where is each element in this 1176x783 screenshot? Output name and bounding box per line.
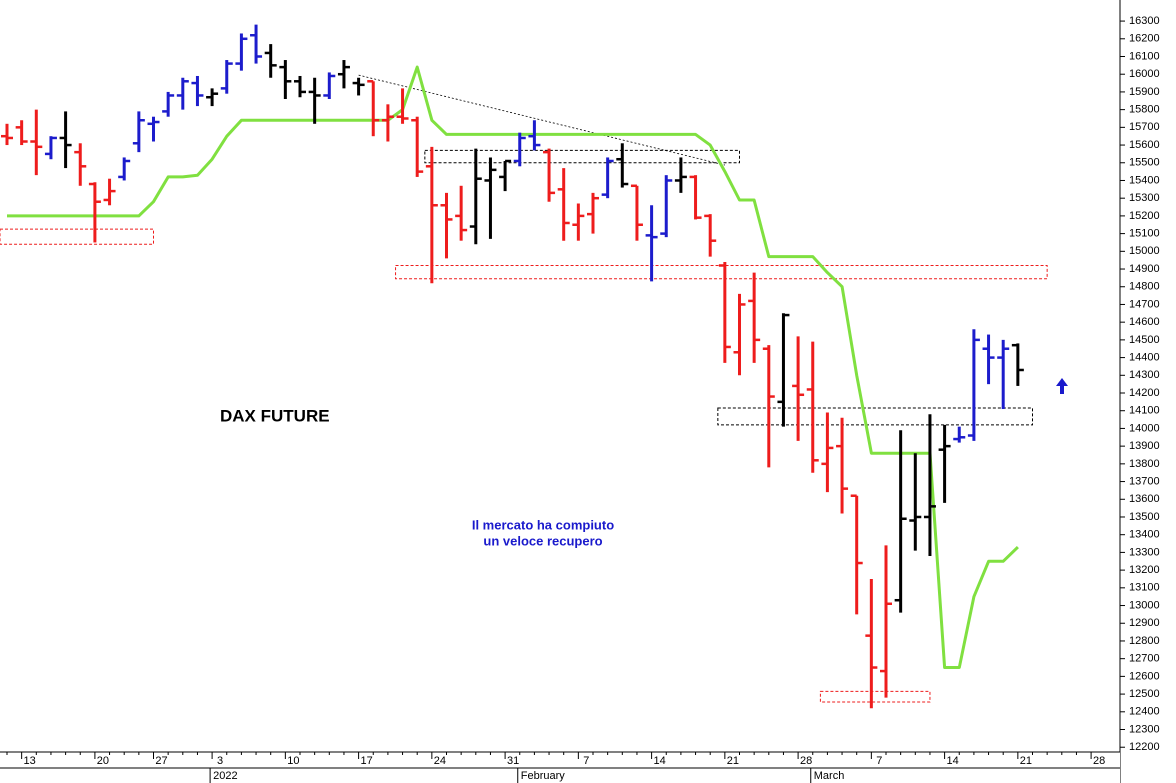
y-tick-label: 14800 [1129,281,1160,293]
y-tick-label: 12700 [1129,653,1160,665]
y-tick-label: 13900 [1129,440,1160,452]
x-tick-label: 10 [287,755,299,767]
x-tick-label: 21 [727,755,739,767]
y-tick-label: 14600 [1129,316,1160,328]
y-tick-label: 12900 [1129,617,1160,629]
zone [395,264,1048,280]
zone [0,228,154,245]
x-tick-label: 24 [434,755,446,767]
zone [424,149,740,164]
y-tick-label: 15000 [1129,245,1160,257]
trendline [358,74,725,166]
y-tick-label: 13400 [1129,529,1160,541]
zone [819,690,931,703]
x-tick-label: 7 [583,755,589,767]
y-tick-label: 14700 [1129,298,1160,310]
y-tick-label: 15200 [1129,210,1160,222]
y-tick-label: 15300 [1129,192,1160,204]
y-tick-label: 12800 [1129,635,1160,647]
y-tick-label: 12500 [1129,688,1160,700]
y-tick-label: 13200 [1129,564,1160,576]
y-tick-label: 15800 [1129,104,1160,116]
up-arrow [1056,378,1068,394]
x-tick-label: 14 [653,755,665,767]
zone [717,407,1033,426]
x-tick-label: 28 [1093,755,1105,767]
x-tick-label: 13 [24,755,36,767]
y-tick-label: 16100 [1129,50,1160,62]
y-tick-label: 13500 [1129,511,1160,523]
y-tick-label: 12200 [1129,741,1160,753]
y-tick-label: 13000 [1129,599,1160,611]
annotation: un veloce recupero [483,533,602,548]
month-label: February [521,770,566,782]
y-tick-label: 14500 [1129,334,1160,346]
y-tick-label: 15900 [1129,86,1160,98]
x-tick-label: 14 [946,755,958,767]
y-tick-label: 13300 [1129,546,1160,558]
y-tick-label: 15100 [1129,228,1160,240]
y-tick-label: 14300 [1129,369,1160,381]
y-tick-label: 12600 [1129,670,1160,682]
annotation: Il mercato ha compiuto [472,517,614,532]
y-tick-label: 13600 [1129,493,1160,505]
y-tick-label: 15600 [1129,139,1160,151]
y-tick-label: 13100 [1129,582,1160,594]
y-tick-label: 15700 [1129,121,1160,133]
y-tick-label: 14000 [1129,422,1160,434]
y-tick-label: 13800 [1129,458,1160,470]
y-tick-label: 12400 [1129,706,1160,718]
y-tick-label: 14400 [1129,351,1160,363]
x-tick-label: 27 [155,755,167,767]
x-tick-label: 3 [217,755,223,767]
chart-title: DAX FUTURE [220,406,330,425]
x-tick-label: 17 [360,755,372,767]
y-tick-label: 13700 [1129,475,1160,487]
y-tick-label: 15500 [1129,157,1160,169]
y-tick-label: 12300 [1129,723,1160,735]
x-tick-label: 31 [507,755,519,767]
y-tick-label: 14900 [1129,263,1160,275]
month-label: 2022 [213,770,237,782]
y-tick-label: 16300 [1129,15,1160,27]
x-tick-label: 28 [800,755,812,767]
x-tick-label: 7 [876,755,882,767]
y-tick-label: 14100 [1129,405,1160,417]
x-tick-label: 21 [1020,755,1032,767]
month-label: March [814,770,845,782]
y-tick-label: 15400 [1129,174,1160,186]
y-tick-label: 14200 [1129,387,1160,399]
y-tick-label: 16000 [1129,68,1160,80]
stop-line [7,65,1019,669]
x-tick-label: 20 [97,755,109,767]
y-tick-label: 16200 [1129,33,1160,45]
